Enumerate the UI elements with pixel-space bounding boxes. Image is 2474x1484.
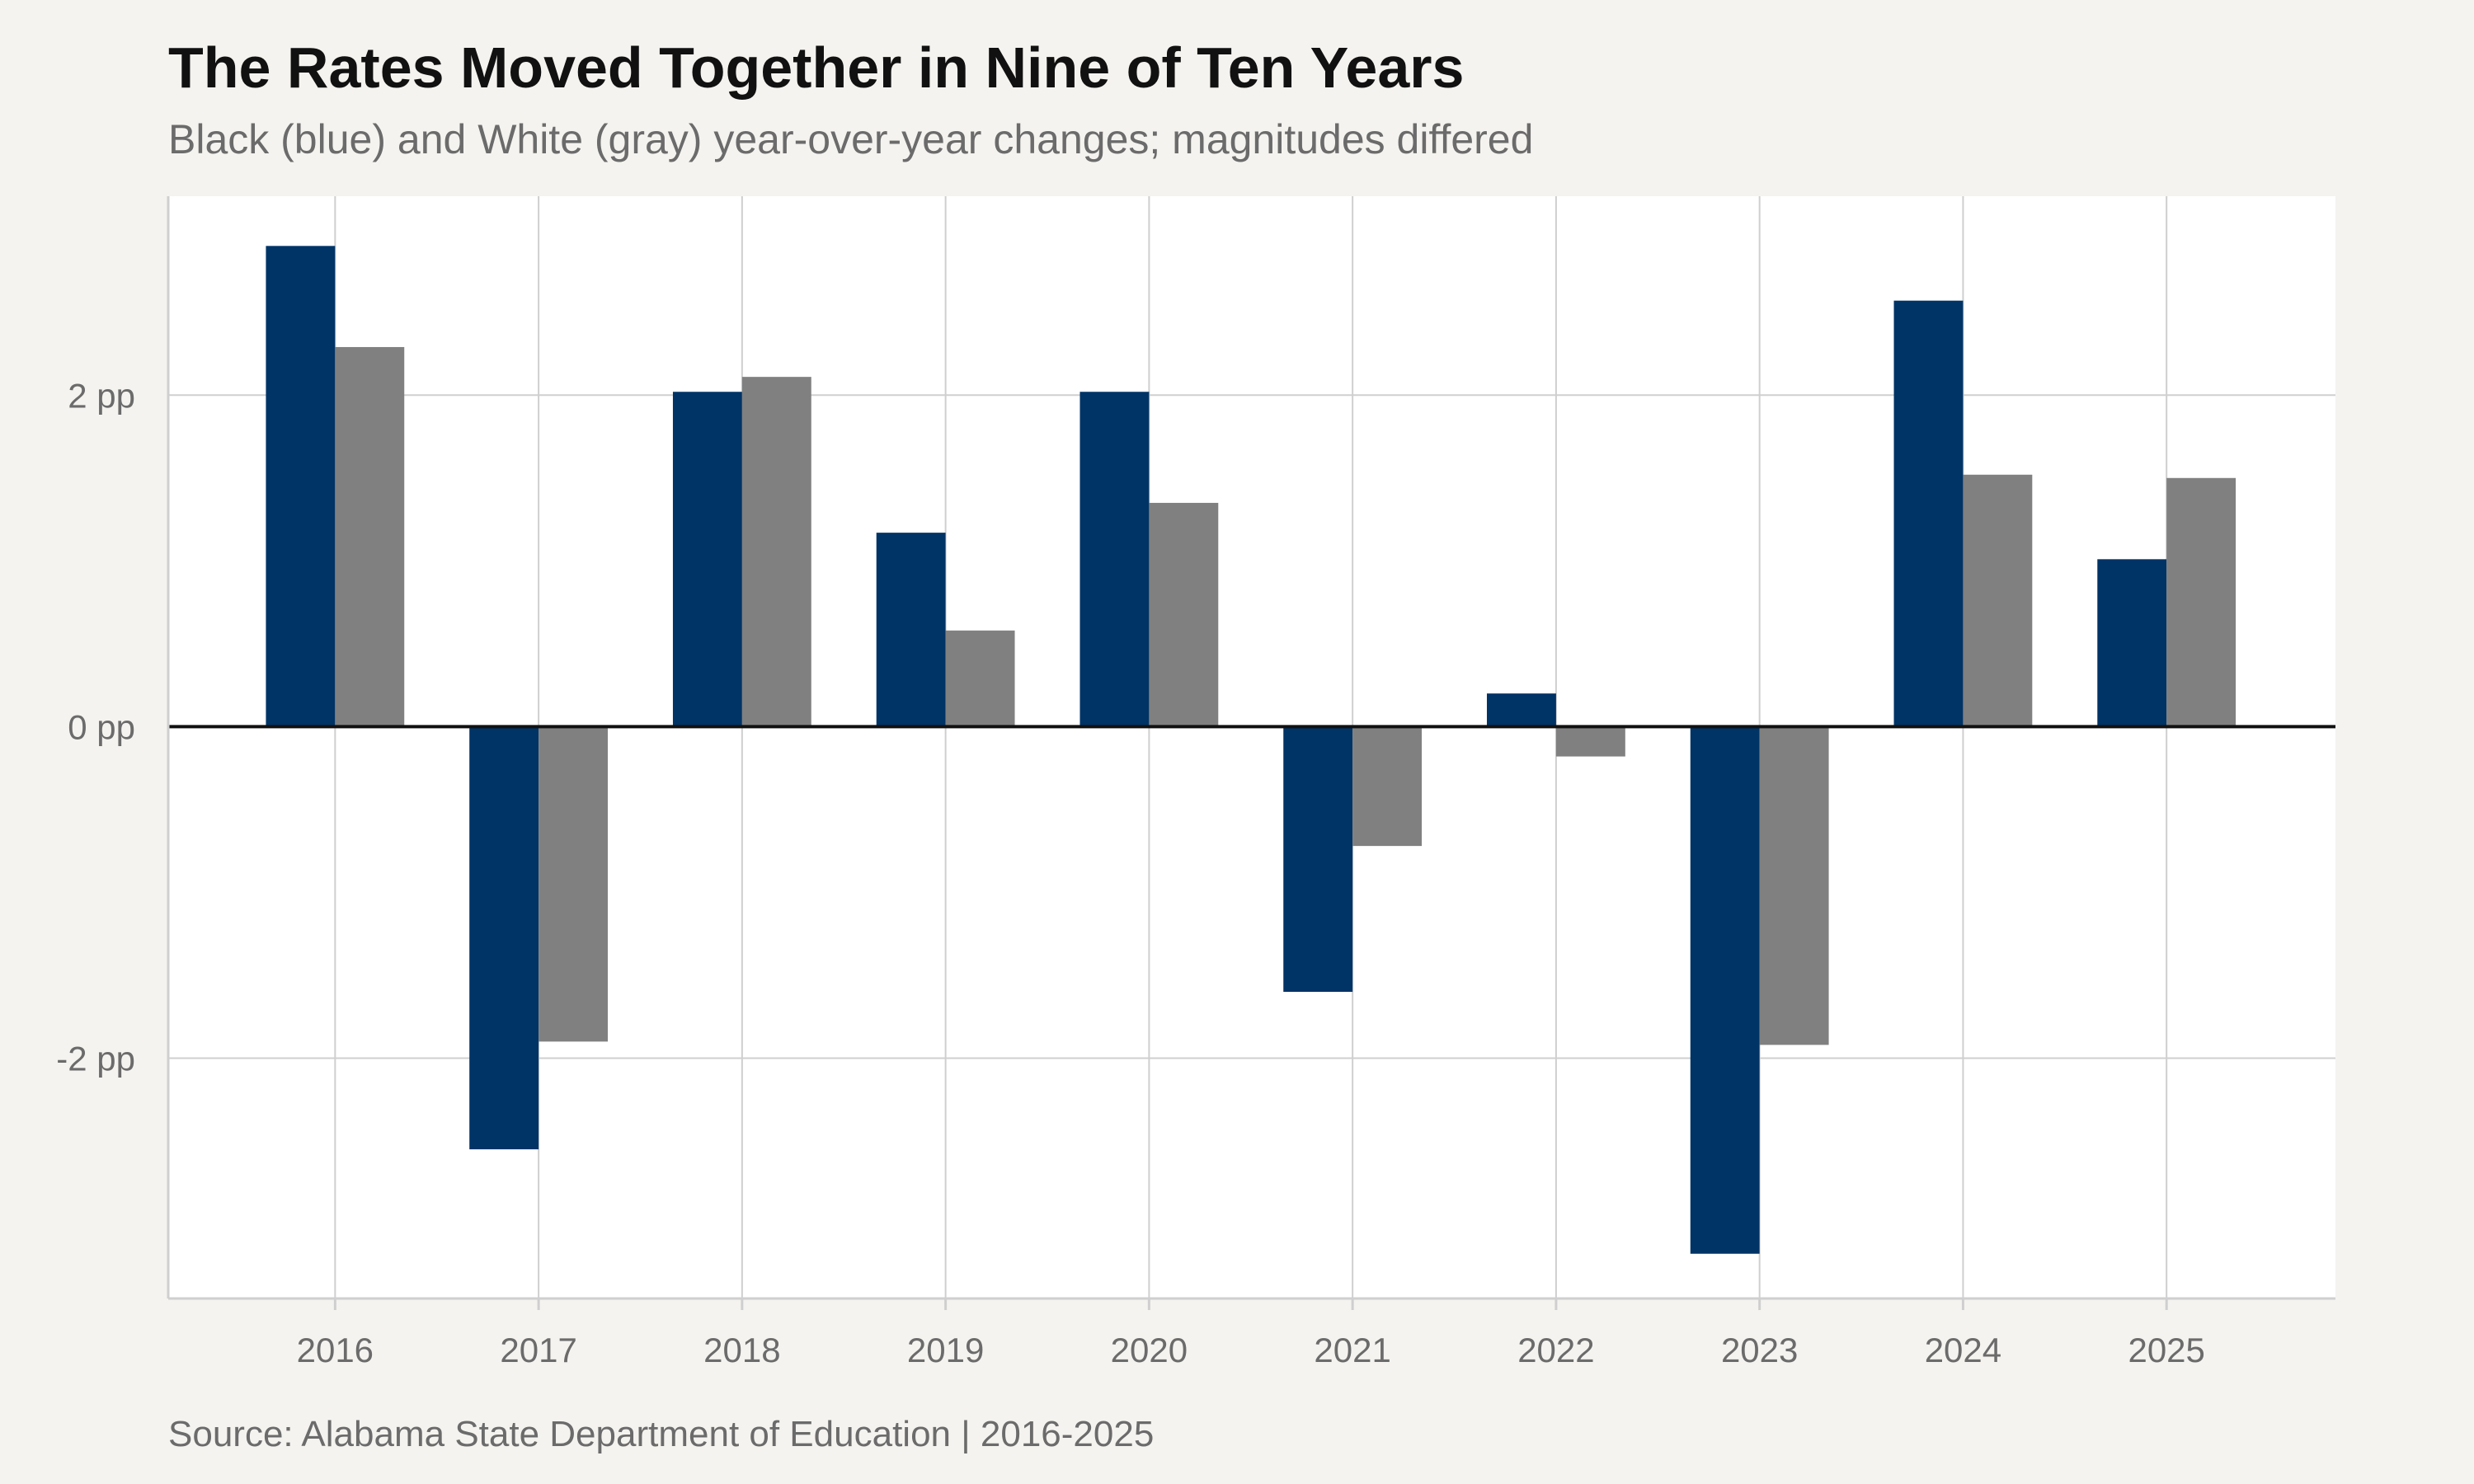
y-tick-label: 0 pp [68,707,135,746]
bars [266,246,2236,1254]
x-tick-label-2025: 2025 [2128,1331,2204,1369]
bar-2022-series-2 [1555,726,1625,757]
bar-2016-series-2 [335,346,405,727]
y-tick-label: 2 pp [68,376,135,415]
x-tick-label-2019: 2019 [907,1331,984,1369]
chart-caption: Source: Alabama State Department of Educ… [168,1414,1155,1454]
x-tick-label-2016: 2016 [297,1331,374,1369]
bar-2017-series-1 [469,726,539,1150]
bar-2023-series-2 [1759,726,1829,1045]
bar-2024-series-2 [1963,474,2033,727]
bar-2020-series-1 [1079,392,1150,727]
x-tick-label-2020: 2020 [1111,1331,1188,1369]
x-tick-label-2018: 2018 [703,1331,780,1369]
x-tick-label-2024: 2024 [1925,1331,2001,1369]
x-tick-label-2023: 2023 [1721,1331,1798,1369]
bar-2018-series-2 [741,377,811,727]
bar-2021-series-1 [1283,726,1353,993]
x-tick-label-2022: 2022 [1517,1331,1594,1369]
bar-2020-series-2 [1149,502,1219,727]
chart-title: The Rates Moved Together in Nine of Ten … [168,35,1465,100]
bar-2021-series-2 [1352,726,1423,847]
bar-2018-series-1 [672,392,742,727]
bar-2019-series-1 [876,533,946,727]
bar-2017-series-2 [539,726,609,1042]
bar-2016-series-1 [266,246,336,727]
bar-2023-series-1 [1690,726,1760,1254]
x-tick-label-2021: 2021 [1314,1331,1390,1369]
bar-2019-series-2 [945,630,1015,727]
bar-2024-series-1 [1893,300,1964,727]
chart-subtitle: Black (blue) and White (gray) year-over-… [168,116,1534,162]
bar-2025-series-1 [2097,559,2167,727]
x-tick-labels: 2016 2017 2018 2019 2020 2021 2022 2023 2024 2025 [297,1298,2205,1369]
bar-2022-series-1 [1487,693,1556,727]
x-tick-label-2017: 2017 [500,1331,576,1369]
bar-2025-series-2 [2166,477,2236,727]
y-tick-label: -2 pp [56,1039,135,1078]
y-tick-labels: 2 pp 0 pp -2 pp [56,376,135,1078]
